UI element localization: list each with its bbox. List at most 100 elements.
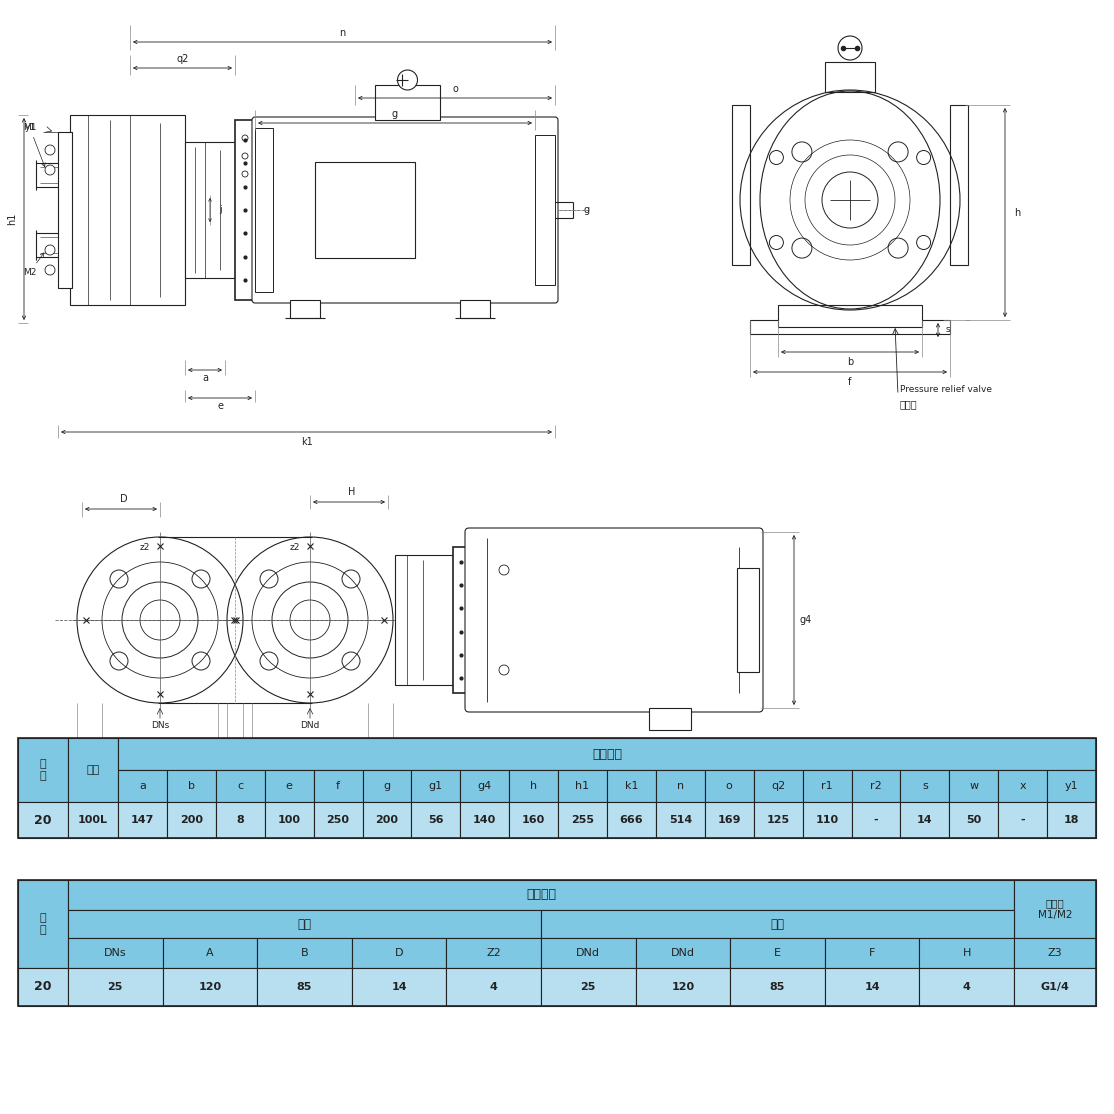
Text: 100L: 100L <box>78 815 108 825</box>
Text: s: s <box>946 325 950 334</box>
Text: Z2: Z2 <box>487 948 501 958</box>
Text: 4: 4 <box>962 983 970 991</box>
Circle shape <box>838 36 862 60</box>
Text: 20: 20 <box>35 980 51 994</box>
Text: Z3: Z3 <box>1047 948 1063 958</box>
Text: g1: g1 <box>429 781 443 791</box>
Text: 50: 50 <box>966 815 981 825</box>
Bar <box>118 737 1096 770</box>
Bar <box>314 802 362 838</box>
Text: 169: 169 <box>717 815 741 825</box>
Bar <box>541 968 636 1006</box>
Bar <box>541 910 1014 938</box>
Bar <box>737 568 759 672</box>
Text: x: x <box>1019 781 1026 791</box>
Bar <box>290 300 320 317</box>
Bar <box>1047 770 1096 802</box>
Text: a: a <box>202 373 208 383</box>
Bar <box>998 802 1047 838</box>
Bar <box>851 802 900 838</box>
Text: o: o <box>726 781 733 791</box>
Bar <box>730 968 824 1006</box>
Text: 4: 4 <box>490 983 498 991</box>
Bar <box>68 910 541 938</box>
Text: 机组尺寸: 机组尺寸 <box>592 747 622 761</box>
Bar <box>636 938 730 968</box>
Text: 56: 56 <box>428 815 443 825</box>
Text: F: F <box>307 752 313 762</box>
Bar <box>216 770 265 802</box>
Text: -: - <box>1020 815 1025 825</box>
Bar <box>824 968 919 1006</box>
Bar <box>1014 938 1096 968</box>
Bar <box>509 770 558 802</box>
Text: G1/4: G1/4 <box>1040 983 1069 991</box>
Bar <box>950 105 968 265</box>
Text: z2: z2 <box>140 544 150 553</box>
Bar <box>18 968 68 1006</box>
Bar <box>375 85 440 120</box>
Text: B: B <box>157 752 164 762</box>
Text: DNs: DNs <box>150 721 169 730</box>
Bar <box>453 547 469 693</box>
Text: 85: 85 <box>296 983 312 991</box>
Bar <box>315 162 416 258</box>
Bar <box>163 968 257 1006</box>
Bar <box>509 802 558 838</box>
FancyBboxPatch shape <box>465 528 763 712</box>
Text: 14: 14 <box>391 983 407 991</box>
Bar <box>257 938 352 968</box>
Text: f: f <box>336 781 340 791</box>
Bar <box>362 802 411 838</box>
Text: D: D <box>394 948 403 958</box>
Text: 25: 25 <box>108 983 123 991</box>
Text: 14: 14 <box>864 983 880 991</box>
Bar <box>118 770 167 802</box>
Text: g: g <box>392 109 398 119</box>
Bar <box>18 737 68 802</box>
Circle shape <box>45 245 55 255</box>
Bar <box>750 320 950 334</box>
Text: A: A <box>157 772 164 782</box>
Text: 200: 200 <box>179 815 203 825</box>
Text: h1: h1 <box>576 781 589 791</box>
Text: z2: z2 <box>290 544 300 553</box>
Bar <box>851 770 900 802</box>
Bar <box>649 709 691 730</box>
Text: 进口: 进口 <box>297 918 312 930</box>
FancyBboxPatch shape <box>252 117 558 303</box>
Bar <box>185 141 235 278</box>
Text: h1: h1 <box>7 213 17 225</box>
Bar <box>1014 880 1096 938</box>
Bar <box>68 737 118 802</box>
Bar <box>656 770 705 802</box>
Bar <box>18 880 68 968</box>
Text: e: e <box>217 401 223 411</box>
Circle shape <box>242 172 248 177</box>
Bar <box>352 938 447 968</box>
Text: 147: 147 <box>130 815 154 825</box>
Text: n: n <box>677 781 684 791</box>
Text: 电机: 电机 <box>87 765 99 775</box>
Bar <box>919 968 1014 1006</box>
Bar <box>754 802 802 838</box>
Text: D: D <box>119 494 127 504</box>
Bar <box>352 968 447 1006</box>
Text: a: a <box>139 781 146 791</box>
Circle shape <box>45 145 55 155</box>
Bar <box>447 938 541 968</box>
Bar <box>732 105 750 265</box>
Bar <box>636 968 730 1006</box>
Text: 200: 200 <box>375 815 399 825</box>
Text: 120: 120 <box>198 983 222 991</box>
Bar <box>802 802 851 838</box>
Text: M1: M1 <box>23 123 46 167</box>
Bar <box>265 770 314 802</box>
Bar <box>730 938 824 968</box>
Text: H: H <box>962 948 971 958</box>
Bar <box>411 802 460 838</box>
Text: y1: y1 <box>1065 781 1078 791</box>
Bar <box>68 802 118 838</box>
Text: 8: 8 <box>236 815 244 825</box>
Text: 514: 514 <box>668 815 692 825</box>
